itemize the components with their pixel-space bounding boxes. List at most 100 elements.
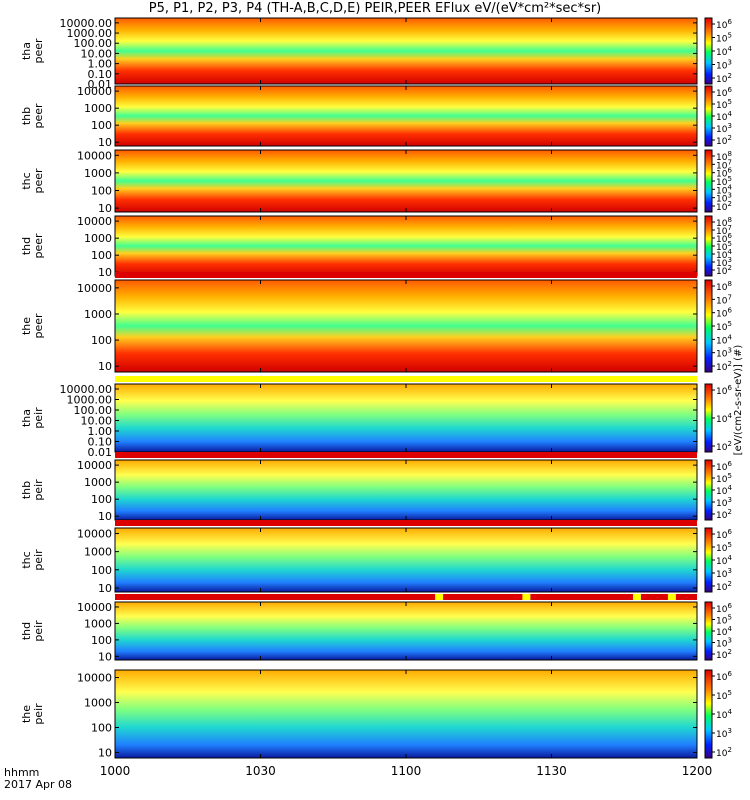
colorbar-tick-label: 103 <box>716 256 732 269</box>
y-tick-label: 100 <box>91 634 112 647</box>
colorbar-tick-label: 105 <box>716 614 732 627</box>
colorbar-tick-label: 104 <box>716 110 732 123</box>
y-tick-label: 10 <box>98 582 112 595</box>
colorbar-tick-label: 106 <box>716 460 732 473</box>
spectrogram <box>115 216 697 276</box>
y-axis-label-probe: tha <box>20 409 33 427</box>
status-bar <box>115 452 697 458</box>
colorbar-tick-label: 102 <box>716 72 732 85</box>
y-tick-label: 0.10 <box>88 436 113 449</box>
y-axis-label-probe: thd <box>20 237 33 255</box>
colorbar-tick-label: 105 <box>716 98 732 111</box>
spectrogram <box>115 150 697 212</box>
panel-the-peer: 10 100 1000 10000 the peer 1081071061051041031… <box>20 272 732 373</box>
y-axis-label-species: peir <box>32 703 45 725</box>
colorbar-tick-label: 104 <box>716 484 732 497</box>
colorbar-tick-label: 105 <box>716 320 732 333</box>
colorbar-tick-label: 104 <box>716 412 732 425</box>
y-tick-label: 0.10 <box>88 68 113 81</box>
status-bar <box>115 594 697 600</box>
y-tick-label: 1000 <box>84 232 112 245</box>
y-tick-label: 10000.00 <box>60 17 113 30</box>
y-tick-label: 1000 <box>84 546 112 559</box>
colorbar <box>704 601 713 661</box>
y-axis-label-species: peer <box>32 233 45 259</box>
colorbar <box>704 17 713 85</box>
colorbar-tick-label: 102 <box>716 580 732 593</box>
colorbar-tick-label: 102 <box>716 200 732 213</box>
y-tick-label: 1000 <box>84 167 112 180</box>
colorbar-tick-label: 105 <box>716 689 732 702</box>
y-axis-label-species: peer <box>32 313 45 339</box>
y-tick-label: 10000 <box>77 672 112 685</box>
colorbar-tick-label: 103 <box>716 122 732 135</box>
colorbar-tick-label: 104 <box>716 248 732 261</box>
colorbar-tick-label: 102 <box>716 508 732 521</box>
colorbar-tick-label: 103 <box>716 192 732 205</box>
spectrogram <box>115 280 697 372</box>
y-tick-label: 0.01 <box>88 446 113 459</box>
x-tick-label: 1000 <box>100 764 131 778</box>
colorbar-tick-label: 103 <box>716 496 732 509</box>
colorbar-tick-label: 102 <box>716 264 732 277</box>
y-tick-label: 10 <box>98 136 112 149</box>
spectrogram <box>115 86 697 146</box>
y-tick-label: 1000 <box>84 308 112 321</box>
status-bar <box>115 272 697 278</box>
y-tick-label: 10000 <box>77 459 112 472</box>
colorbar-tick-label: 108 <box>716 150 732 163</box>
y-tick-label: 0.01 <box>88 78 113 91</box>
y-tick-label: 10000 <box>77 215 112 228</box>
colorbar <box>704 85 713 147</box>
x-tick-label: 1030 <box>245 764 276 778</box>
colorbar-tick-label: 108 <box>716 280 732 293</box>
colorbar-tick-label: 106 <box>716 18 732 31</box>
colorbar <box>704 527 713 593</box>
colorbar-tick-label: 106 <box>716 232 732 245</box>
colorbar-tick-label: 103 <box>716 567 732 580</box>
colorbar-tick-label: 106 <box>716 384 732 397</box>
panel-thd-peer: 10 100 1000 10000 thd peer 1081071061051041031… <box>20 215 732 279</box>
colorbar-tick-label: 104 <box>716 183 732 196</box>
y-axis-label-probe: the <box>20 317 33 335</box>
y-axis-label-species: peer <box>32 168 45 194</box>
spectrogram <box>115 670 697 758</box>
y-tick-label: 100.00 <box>74 37 113 50</box>
colorbar-tick-label: 104 <box>716 554 732 567</box>
colorbar <box>704 459 713 521</box>
colorbar-tick-label: 103 <box>716 637 732 650</box>
status-bar <box>115 520 697 526</box>
time-axis-label: hhmm <box>4 766 40 779</box>
y-axis-label-probe: thc <box>20 172 33 189</box>
colorbar-tick-label: 103 <box>716 727 732 740</box>
colorbar-tick-label: 107 <box>716 293 732 306</box>
spectrogram <box>115 528 697 592</box>
y-tick-label: 100 <box>91 119 112 132</box>
colorbar-tick-label: 105 <box>716 541 732 554</box>
y-tick-label: 10 <box>98 266 112 279</box>
colorbar-tick-label: 103 <box>716 59 732 72</box>
spectrogram <box>115 460 697 520</box>
colorbar-tick-label: 102 <box>716 648 732 661</box>
colorbar-tick-label: 102 <box>716 360 732 373</box>
y-axis-label-species: peir <box>32 479 45 501</box>
colorbar-tick-label: 104 <box>716 45 732 58</box>
colorbar <box>704 669 713 759</box>
x-tick-label: 1200 <box>682 764 713 778</box>
colorbar-tick-label: 106 <box>716 307 732 320</box>
colorbar <box>704 279 713 373</box>
colorbar-tick-label: 107 <box>716 158 732 171</box>
y-tick-label: 10 <box>98 360 112 373</box>
y-tick-label: 1000.00 <box>67 27 113 40</box>
spectrogram <box>115 18 697 84</box>
spectrogram <box>115 384 697 452</box>
colorbar-tick-label: 102 <box>716 134 732 147</box>
colorbar-tick-label: 106 <box>716 86 732 99</box>
y-axis-label-probe: tha <box>20 42 33 60</box>
status-bar <box>115 376 697 382</box>
